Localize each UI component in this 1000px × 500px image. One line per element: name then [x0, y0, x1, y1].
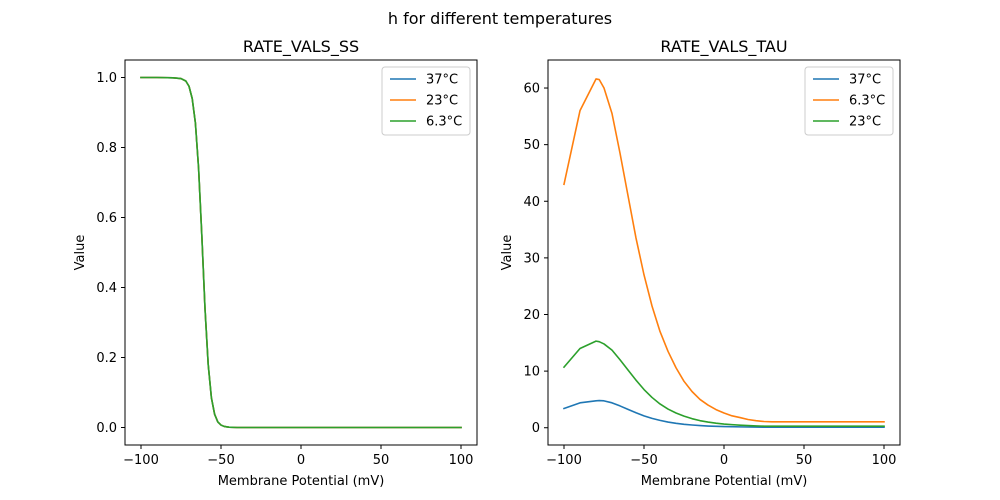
x-tick-label: 0: [720, 453, 728, 468]
chart-rate-vals-tau: RATE_VALS_TAU −100 −50 0 50 100 0 10 20 30 40 50 60 M…: [500, 37, 901, 489]
x-tick-label: 50: [796, 453, 813, 468]
legend-label: 23°C: [426, 94, 458, 109]
legend-box: [804, 66, 894, 136]
x-axis-label: Membrane Potential (mV): [641, 474, 808, 489]
figure-suptitle: h for different temperatures: [388, 9, 612, 28]
legend-label: 37°C: [849, 73, 881, 88]
legend-label: 6.3°C: [426, 115, 462, 130]
y-tick-label: 20: [523, 308, 540, 323]
chart-title: RATE_VALS_TAU: [660, 37, 787, 57]
y-tick-label: 40: [523, 195, 540, 210]
y-tick-label: 0.8: [96, 141, 117, 156]
y-axis-label: Value: [500, 235, 515, 271]
x-tick-label: −50: [207, 453, 234, 468]
y-tick-label: 30: [523, 251, 540, 266]
series-line-2: [562, 340, 885, 427]
legend-label: 23°C: [849, 115, 881, 130]
y-tick-label: 0.2: [96, 351, 117, 366]
y-tick-label: 0.0: [96, 421, 117, 436]
x-tick-label: −100: [123, 453, 159, 468]
legend: 37°C 6.3°C 23°C: [804, 66, 894, 136]
chart-rate-vals-ss: RATE_VALS_SS −100 −50 0 50 100 0.0 0.2 0.4 0.6 0.8…: [73, 37, 478, 489]
legend-label: 37°C: [426, 73, 458, 88]
y-tick-label: 60: [523, 82, 540, 97]
y-tick-label: 0: [532, 421, 540, 436]
x-tick-label: −50: [630, 453, 657, 468]
y-tick-label: 50: [523, 138, 540, 153]
y-axis-label: Value: [73, 235, 88, 271]
y-tick-label: 1.0: [96, 71, 117, 86]
series-line-1: [563, 78, 885, 423]
x-tick-label: 0: [297, 453, 305, 468]
y-tick-label: 0.6: [96, 211, 117, 226]
legend: 37°C 23°C 6.3°C: [381, 66, 471, 136]
legend-box: [381, 66, 471, 136]
chart-title: RATE_VALS_SS: [243, 37, 359, 57]
x-tick-label: 100: [449, 453, 474, 468]
series-line-2: [140, 76, 462, 429]
x-tick-label: 100: [872, 453, 897, 468]
y-tick-label: 10: [523, 365, 540, 380]
legend-label: 6.3°C: [849, 94, 885, 109]
x-axis-label: Membrane Potential (mV): [218, 474, 385, 489]
series-line-0: [562, 399, 885, 428]
x-tick-label: −100: [546, 453, 582, 468]
x-tick-label: 50: [373, 453, 390, 468]
y-tick-label: 0.4: [96, 281, 117, 296]
